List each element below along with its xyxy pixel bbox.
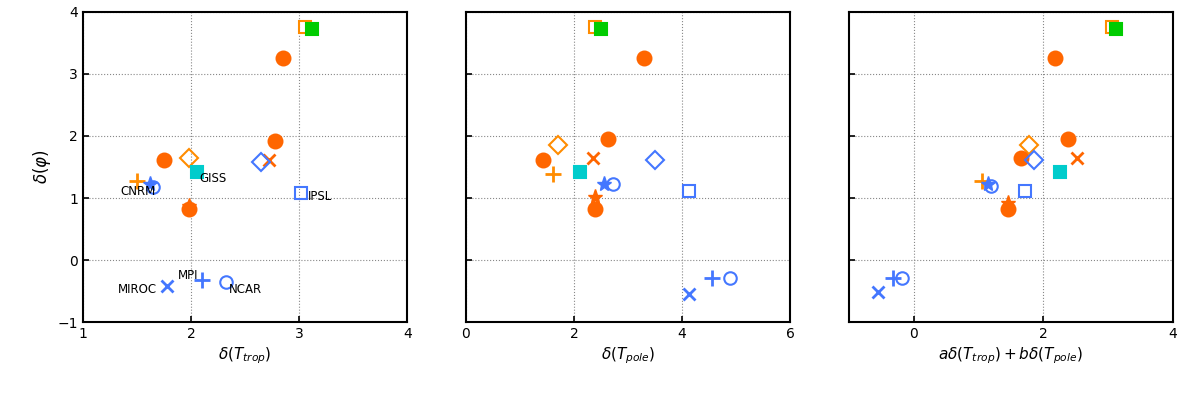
Text: MIROC: MIROC [117, 283, 156, 296]
Text: NCAR: NCAR [229, 283, 262, 296]
X-axis label: $\delta(T_{trop})$: $\delta(T_{trop})$ [218, 345, 271, 366]
Text: GISS: GISS [200, 172, 228, 185]
Text: CNRM: CNRM [121, 185, 156, 198]
X-axis label: $\delta(T_{pole})$: $\delta(T_{pole})$ [601, 345, 655, 366]
X-axis label: $a\delta(T_{trop})+b\delta(T_{pole})$: $a\delta(T_{trop})+b\delta(T_{pole})$ [939, 345, 1083, 366]
Text: MPI: MPI [178, 269, 199, 282]
Text: IPSL: IPSL [308, 190, 332, 203]
Y-axis label: $\delta(\varphi)$: $\delta(\varphi)$ [32, 150, 53, 184]
